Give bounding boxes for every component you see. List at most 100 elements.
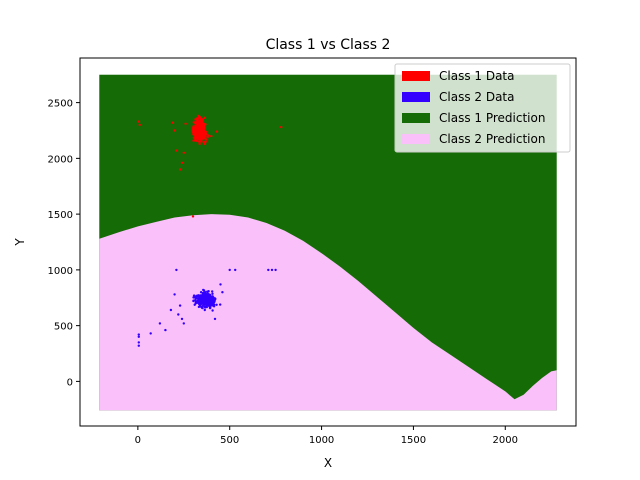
- data-point: [228, 268, 231, 272]
- data-point: [196, 295, 199, 298]
- data-point: [197, 135, 200, 138]
- data-point: [171, 121, 174, 124]
- legend-label: Class 2 Data: [439, 90, 515, 104]
- data-point: [201, 135, 205, 138]
- y-axis-label: Y: [13, 238, 27, 247]
- data-point: [208, 297, 212, 300]
- y-axis: 0 500 1000 1500 2000 2500: [48, 99, 80, 388]
- y-tick-label: 2000: [48, 154, 73, 165]
- x-axis: 0 500 1000 1500 2000: [135, 426, 518, 446]
- data-point: [137, 335, 140, 338]
- data-point: [211, 309, 214, 312]
- legend-swatch: [402, 113, 430, 123]
- data-point: [158, 322, 162, 325]
- data-point: [274, 268, 277, 272]
- series-1-points: [137, 114, 283, 218]
- data-point: [177, 313, 180, 316]
- data-point: [194, 302, 197, 305]
- data-point: [207, 303, 210, 307]
- data-point: [202, 292, 205, 295]
- data-point: [203, 308, 206, 312]
- data-point: [199, 118, 203, 121]
- data-point: [191, 128, 194, 131]
- y-tick-label: 2500: [48, 99, 73, 110]
- x-tick-label: 500: [220, 435, 239, 446]
- data-point: [137, 341, 140, 344]
- data-point: [193, 138, 197, 142]
- y-tick-label: 500: [54, 322, 73, 333]
- data-point: [204, 123, 207, 126]
- legend-label: Class 2 Prediction: [439, 132, 545, 146]
- data-point: [208, 306, 212, 310]
- data-point: [191, 215, 195, 218]
- y-tick-label: 0: [67, 377, 73, 388]
- data-point: [267, 268, 270, 272]
- x-tick-label: 2000: [493, 435, 518, 446]
- data-point: [199, 301, 203, 304]
- data-point: [197, 299, 201, 303]
- data-point: [219, 303, 222, 306]
- data-point: [215, 303, 218, 306]
- data-point: [213, 303, 216, 307]
- data-point: [198, 140, 201, 143]
- data-point: [184, 122, 187, 126]
- data-point: [194, 131, 198, 134]
- data-point: [203, 141, 206, 144]
- data-point: [198, 304, 202, 307]
- data-point: [201, 298, 204, 302]
- data-point: [192, 299, 195, 302]
- data-point: [204, 294, 207, 298]
- data-point: [192, 296, 195, 299]
- data-point: [182, 322, 185, 325]
- data-point: [138, 123, 141, 127]
- data-point: [195, 135, 198, 139]
- class-2-prediction-region: [99, 214, 557, 411]
- data-point: [173, 129, 176, 132]
- legend-label: Class 1 Data: [439, 69, 515, 83]
- y-tick-label: 1000: [48, 266, 73, 277]
- data-point: [137, 120, 140, 123]
- data-point: [175, 268, 178, 272]
- y-tick-label: 1500: [48, 210, 73, 221]
- data-point: [200, 138, 203, 141]
- plot-frame: [79, 57, 577, 427]
- data-point: [169, 308, 173, 312]
- data-point: [194, 127, 197, 130]
- data-point: [178, 304, 182, 307]
- data-point: [192, 294, 196, 297]
- data-point: [206, 136, 209, 139]
- data-point: [198, 131, 201, 134]
- data-point: [194, 299, 197, 302]
- data-point: [202, 288, 205, 292]
- data-points: [137, 114, 283, 347]
- data-point: [199, 124, 202, 128]
- chart-title: Class 1 vs Class 2: [266, 37, 391, 53]
- data-point: [180, 161, 184, 164]
- data-point: [219, 283, 222, 286]
- legend-box: [394, 63, 571, 153]
- data-point: [280, 125, 283, 129]
- data-point: [213, 317, 217, 321]
- x-axis-label: X: [324, 456, 332, 470]
- data-point: [192, 121, 195, 124]
- data-point: [194, 296, 197, 300]
- x-tick-label: 0: [135, 435, 141, 446]
- data-point: [203, 297, 206, 300]
- data-point: [149, 332, 152, 335]
- data-point: [215, 130, 219, 133]
- data-point: [205, 301, 208, 304]
- data-point: [196, 125, 199, 128]
- data-point: [213, 297, 217, 300]
- legend: Class 1 Data Class 2 Data Class 1 Predicti…: [394, 63, 571, 153]
- data-point: [192, 125, 195, 128]
- data-point: [201, 121, 204, 125]
- data-point: [211, 292, 214, 295]
- series-2-points: [137, 268, 277, 347]
- data-point: [173, 293, 176, 296]
- data-point: [198, 142, 201, 146]
- legend-swatch: [402, 71, 430, 81]
- data-point: [180, 317, 184, 321]
- data-point: [192, 136, 196, 139]
- data-point: [234, 268, 237, 272]
- data-point: [200, 295, 203, 298]
